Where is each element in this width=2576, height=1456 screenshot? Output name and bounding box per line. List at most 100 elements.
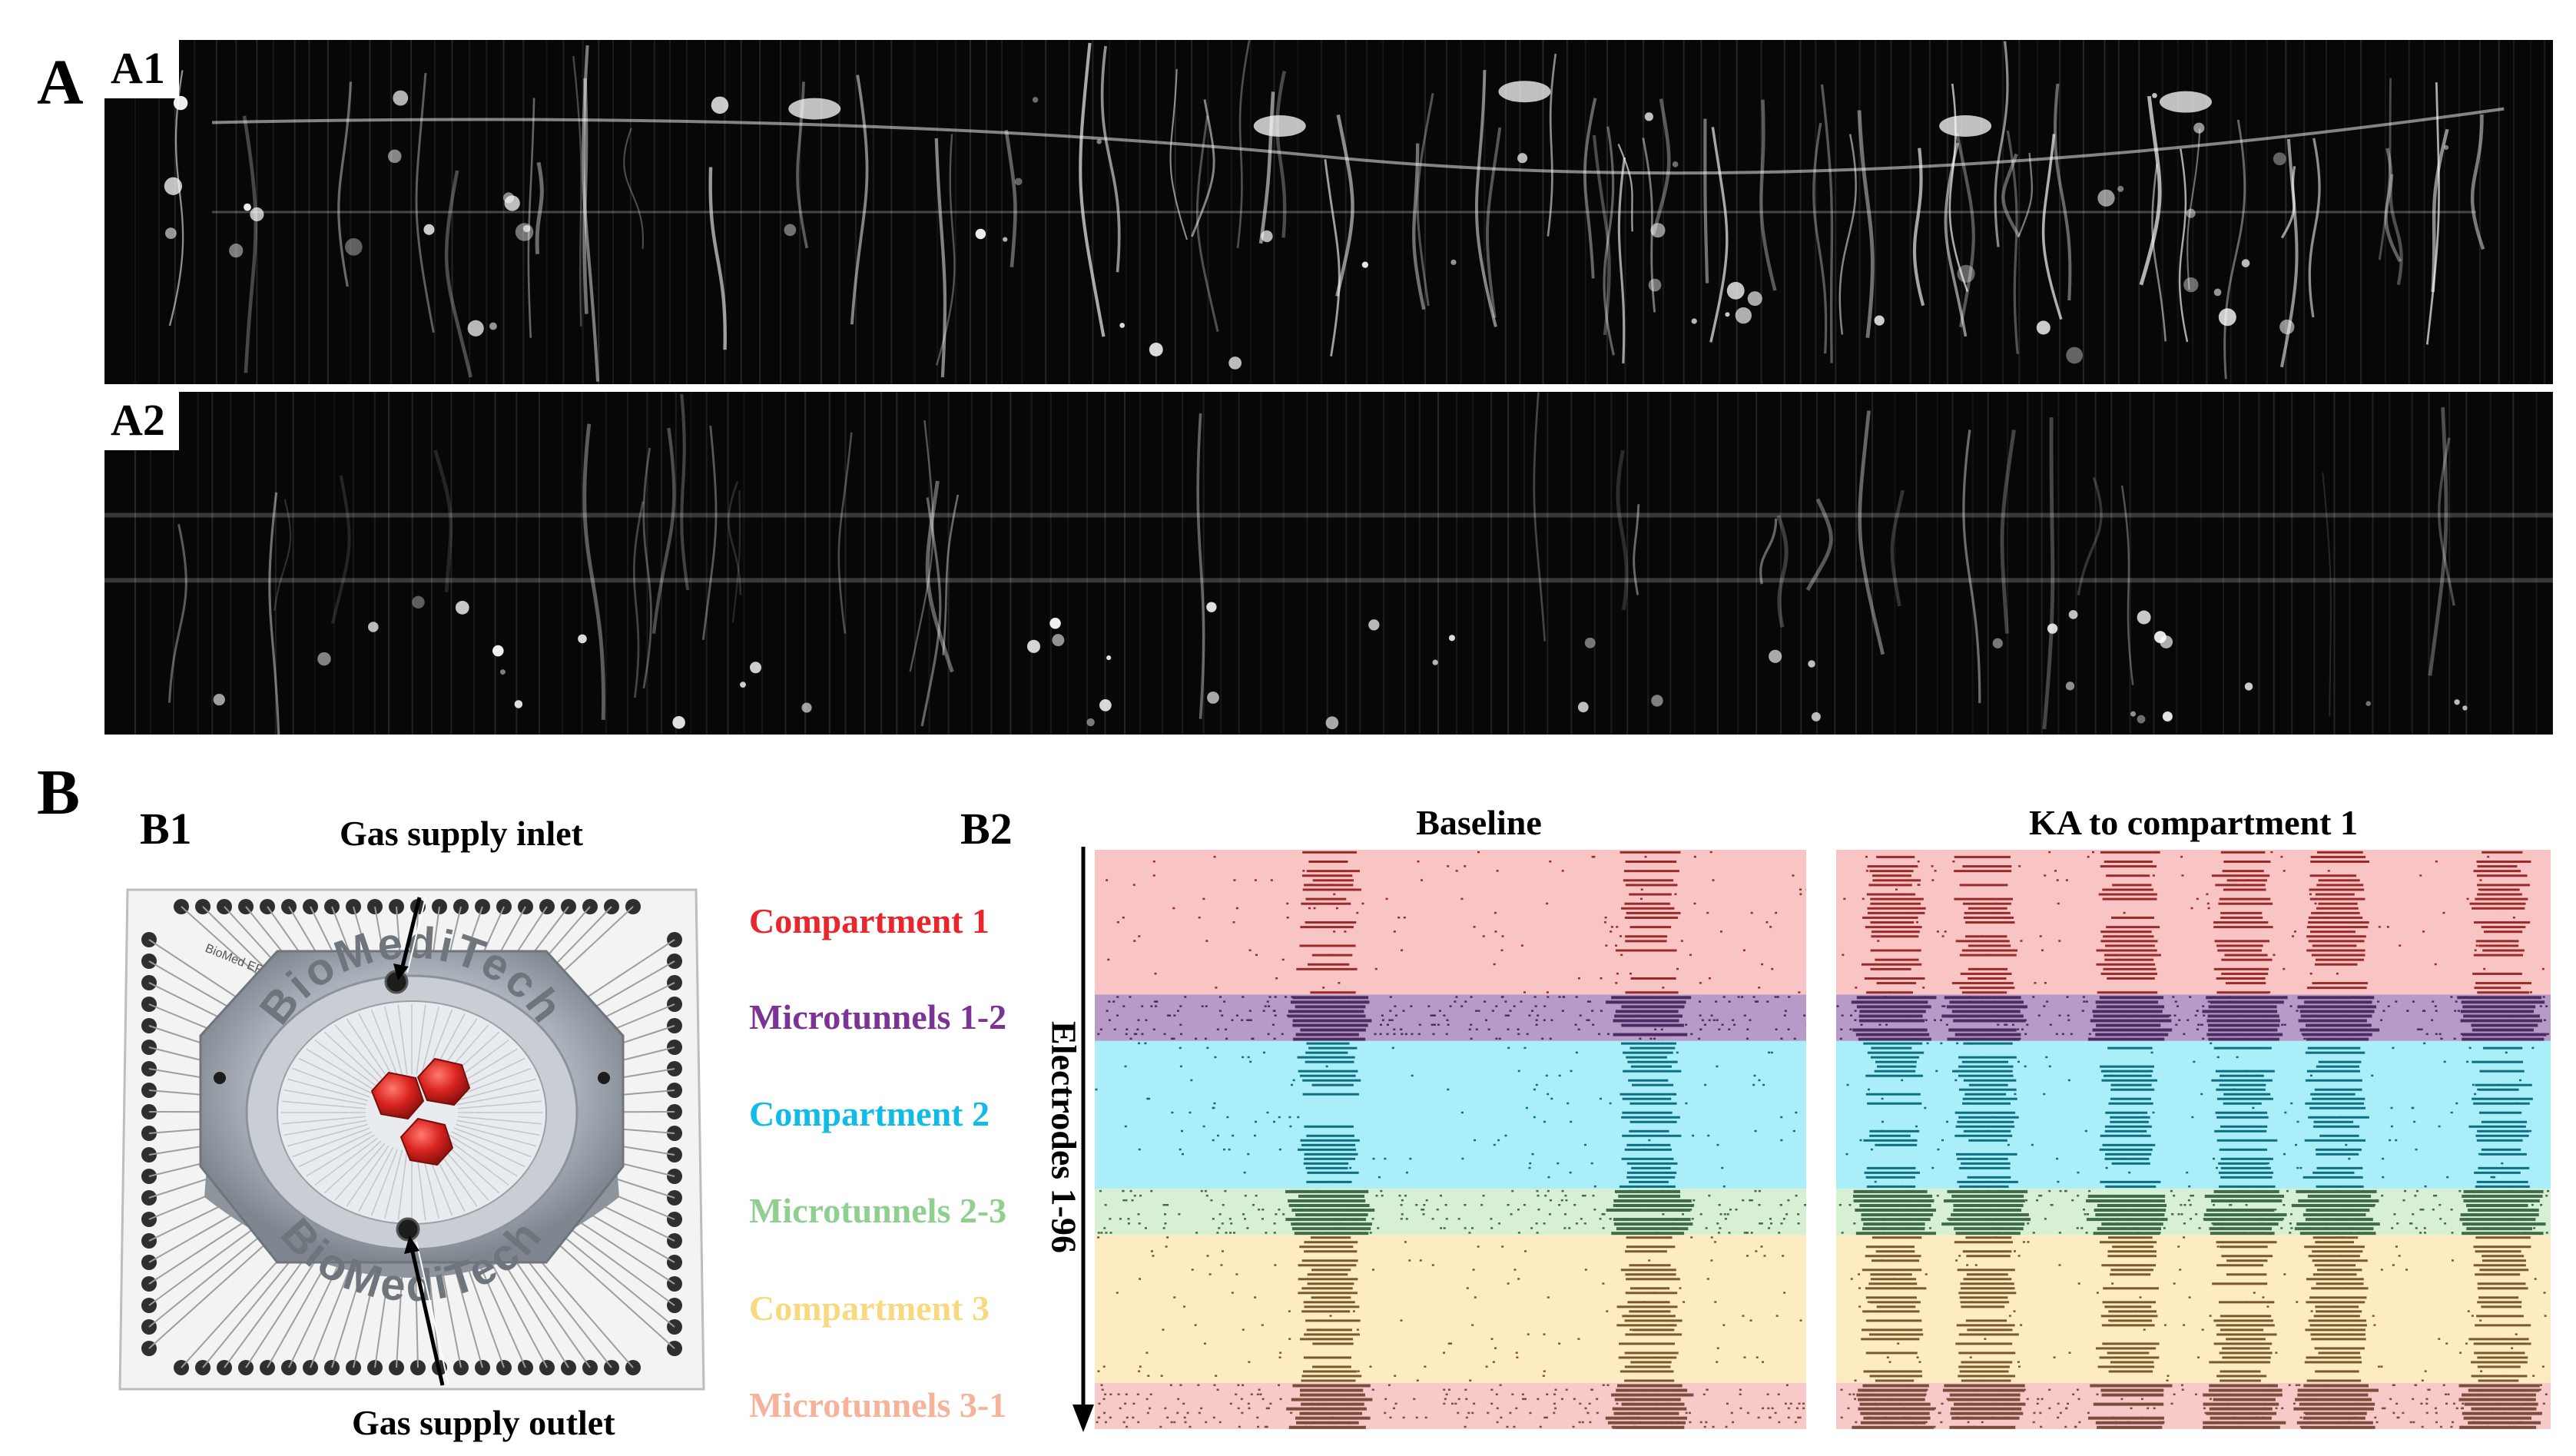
spike-mark: [2236, 1056, 2239, 1059]
spike-mark: [2123, 911, 2126, 914]
spike-mark: [1248, 1010, 1252, 1012]
axon-bundle: [2042, 417, 2055, 730]
spike-mark: [1356, 1328, 1359, 1331]
cell-body: [393, 90, 409, 106]
axon-bundle: [1709, 127, 1729, 343]
spike-mark: [2083, 1209, 2086, 1211]
spike-mark: [2445, 1402, 2448, 1405]
spike-mark: [1847, 1407, 1850, 1410]
burst-mark: [2104, 1157, 2150, 1160]
spike-mark: [1794, 1421, 1797, 1424]
burst-mark: [1944, 1384, 2025, 1388]
spike-mark: [1537, 1194, 1540, 1197]
axon-bundle: [1275, 71, 1287, 238]
spike-mark: [1726, 1213, 1729, 1216]
spike-mark: [1418, 1023, 1421, 1026]
spike-mark: [1517, 1028, 1520, 1031]
spike-mark: [2045, 1056, 2048, 1059]
spike-mark: [1533, 1116, 1536, 1119]
spike-mark: [2421, 1379, 2424, 1381]
burst-mark: [1311, 1296, 1351, 1299]
spike-mark: [1615, 982, 1618, 984]
spike-mark: [1129, 996, 1132, 998]
spike-mark: [1529, 1411, 1532, 1415]
spike-mark: [1515, 1352, 1518, 1354]
burst-mark: [1614, 1398, 1681, 1401]
spike-mark: [2037, 1398, 2040, 1401]
spike-mark: [2451, 1232, 2454, 1234]
spike-mark: [2202, 1037, 2205, 1040]
spike-mark: [1712, 879, 1715, 881]
burst-mark: [2296, 1421, 2373, 1424]
burst-mark: [2306, 926, 2369, 929]
burst-mark: [1611, 996, 1692, 1000]
spike-mark: [1213, 855, 1216, 858]
spike-mark: [1762, 1407, 1765, 1410]
spike-mark: [1577, 1028, 1580, 1031]
spike-mark: [1216, 1232, 1219, 1234]
axon-bundle: [1236, 40, 1251, 249]
cell-body: [2152, 92, 2157, 98]
spike-mark: [1288, 1310, 1291, 1312]
spike-mark: [1573, 1203, 1576, 1206]
spike-mark: [1261, 1398, 1265, 1401]
burst-mark: [2203, 1218, 2283, 1222]
axon-bundle: [572, 55, 582, 327]
well-1: [370, 1071, 425, 1120]
spike-mark: [1854, 1019, 1857, 1021]
spike-mark: [1917, 860, 1920, 863]
spike-mark: [2389, 1398, 2392, 1401]
cell-body: [784, 224, 797, 237]
spike-mark: [2310, 1310, 2313, 1312]
spike-mark: [1205, 940, 1208, 942]
burst-mark: [2479, 1070, 2525, 1073]
spike-mark: [2280, 1227, 2283, 1229]
axon-bundle: [2308, 138, 2321, 318]
spike-mark: [2080, 1227, 2084, 1229]
spike-mark: [1139, 1278, 1142, 1280]
spike-mark: [1436, 1209, 1439, 1211]
spike-mark: [1726, 1402, 1729, 1405]
spike-mark: [1586, 1000, 1590, 1003]
burst-mark: [1299, 1338, 1354, 1341]
burst-mark: [2475, 1083, 2532, 1086]
burst-mark: [2315, 958, 2364, 961]
spike-mark: [1775, 1028, 1778, 1031]
burst-mark: [1292, 1023, 1368, 1027]
spike-mark: [1719, 1227, 1722, 1229]
burst-mark: [2210, 1232, 2275, 1235]
burst-mark: [2110, 1097, 2151, 1100]
spike-mark: [1795, 1194, 1798, 1197]
spike-mark: [1840, 1028, 1843, 1031]
burst-mark: [1958, 1065, 2014, 1068]
cell-body: [2065, 682, 2075, 691]
burst-mark: [1963, 916, 2014, 919]
spike-mark: [2512, 916, 2515, 919]
spike-mark: [1566, 1102, 1570, 1105]
burst-mark: [1613, 1218, 1691, 1222]
spike-mark: [1769, 1416, 1772, 1419]
spike-mark: [1425, 1199, 1428, 1202]
spike-mark: [1742, 1315, 1745, 1317]
spike-mark: [1290, 1083, 1293, 1086]
spike-mark: [1797, 1416, 1800, 1419]
spike-mark: [2511, 1347, 2514, 1349]
burst-mark: [1626, 1171, 1677, 1174]
spike-mark: [2180, 855, 2183, 858]
spike-mark: [1591, 1010, 1594, 1012]
spike-mark: [1264, 1005, 1267, 1007]
spike-mark: [2059, 1411, 2062, 1415]
burst-mark: [2316, 1065, 2359, 1068]
spike-mark: [1266, 1111, 1269, 1114]
spike-mark: [1939, 1019, 1942, 1021]
spike-mark: [2427, 1388, 2430, 1391]
spike-mark: [1728, 1028, 1731, 1031]
spike-mark: [1545, 1416, 1548, 1419]
burst-mark: [1959, 987, 2015, 990]
spike-mark: [2008, 1315, 2011, 1317]
burst-mark: [1958, 1166, 2011, 1169]
burst-mark: [2306, 1356, 2362, 1359]
burst-mark: [1956, 1324, 2015, 1327]
burst-mark: [2315, 1370, 2359, 1373]
burst-mark: [1625, 884, 1678, 887]
